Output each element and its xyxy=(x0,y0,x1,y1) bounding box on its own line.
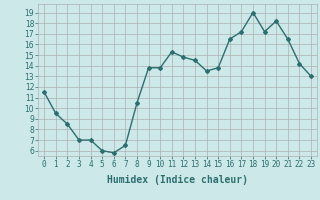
X-axis label: Humidex (Indice chaleur): Humidex (Indice chaleur) xyxy=(107,175,248,185)
